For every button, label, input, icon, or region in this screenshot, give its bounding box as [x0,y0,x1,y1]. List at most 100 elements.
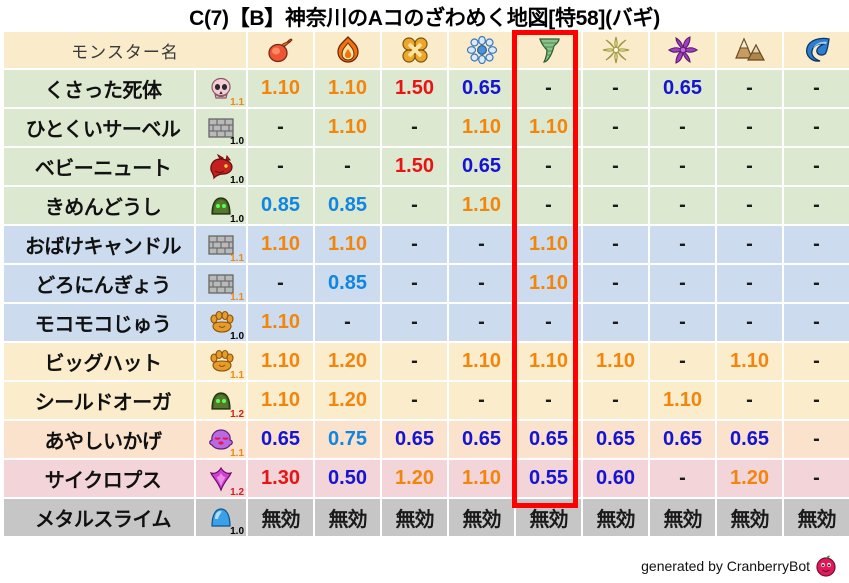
column-header-dark[interactable] [650,32,716,68]
resistance-cell: - [583,70,649,107]
resistance-cell: 0.65 [650,70,716,107]
table-row: きめんどうし 1.0 0.85 0.85-1.10- - - - - [4,187,849,225]
resistance-cell: - [650,226,716,263]
monster-version-label: 1.0 [230,175,245,186]
resistance-cell: 0.85 [248,187,314,224]
monster-icon-cell: 1.0 [196,304,247,342]
column-header-tornado[interactable] [516,32,582,68]
resistance-cell: - [382,265,448,302]
table-row: メタルスライム 1.0 無効 無効 無効 無効 無効 無効 無効 無効 無効 [4,499,849,537]
resistance-cell: - [784,226,849,263]
resistance-cell: - [583,265,649,302]
column-header-ice[interactable] [449,32,515,68]
resistance-table: モンスター名 [2,30,849,538]
resistance-cell: - [449,226,515,263]
resistance-cell: - [650,265,716,302]
resistance-cell: - [717,265,783,302]
resistance-cell: - [717,109,783,146]
resistance-cell: 1.10 [449,109,515,146]
resistance-cell: 無効 [650,499,716,536]
resistance-cell: - [784,343,849,380]
monster-icon-cell: 1.2 [196,460,247,498]
resistance-cell: - [315,148,381,185]
monster-name: きめんどうし [4,187,194,224]
monster-name: ベビーニュート [4,148,194,185]
table-row: シールドオーガ 1.2 1.10 1.20- - - -1.10- - [4,382,849,420]
resistance-cell: 0.60 [583,460,649,497]
resistance-cell: 無効 [315,499,381,536]
monster-version-label: 1.1 [230,370,245,381]
column-header-flame[interactable] [315,32,381,68]
water-icon [784,33,849,67]
monster-icon-cell: 1.1 [196,421,247,459]
resistance-cell: 1.50 [382,70,448,107]
light-icon [583,33,648,67]
skull-icon [196,72,246,106]
resistance-cell: - [784,148,849,185]
resistance-cell: - [784,187,849,224]
resistance-cell: - [516,187,582,224]
column-header-fireball[interactable] [248,32,314,68]
table-header-row: モンスター名 [4,32,849,68]
resistance-cell: - [650,343,716,380]
table-row: サイクロプス 1.2 1.30 0.50 1.20 1.10 0.55 0.60-1.20- [4,460,849,498]
resistance-cell: 0.65 [449,148,515,185]
fireball-icon [248,33,313,67]
resistance-cell: 無効 [382,499,448,536]
resistance-cell: 1.20 [315,382,381,419]
column-header-earth[interactable] [717,32,783,68]
column-header-explosion[interactable] [382,32,448,68]
resistance-cell: 0.65 [717,421,783,458]
resistance-cell: - [784,304,849,341]
resistance-cell: 1.10 [717,343,783,380]
resistance-cell: 1.10 [449,343,515,380]
resistance-cell: - [248,109,314,146]
resistance-cell: - [583,226,649,263]
resistance-cell: 1.10 [516,226,582,263]
resistance-cell: 0.65 [248,421,314,458]
monster-version-label: 1.0 [230,526,245,537]
monster-name: どろにんぎょう [4,265,194,302]
resistance-cell: - [650,304,716,341]
footer-credit: generated by CranberryBot [641,555,837,577]
dragon-icon [196,150,246,184]
dark-icon [650,33,715,67]
resistance-cell: - [382,343,448,380]
resistance-cell: - [717,148,783,185]
resistance-cell: 1.10 [248,382,314,419]
resistance-cell: 1.10 [449,460,515,497]
monster-name: サイクロプス [4,460,194,497]
paw-icon [196,345,246,379]
column-header-light[interactable] [583,32,649,68]
monster-icon-cell: 1.0 [196,187,247,225]
table-row: くさった死体 1.1 1.10 1.10 1.50 0.65- -0.65- - [4,70,849,108]
table-row: どろにんぎょう 1.1-0.85- -1.10- - - - [4,265,849,303]
table-row: ベビーニュート 1.0- -1.50 0.65- - - - - [4,148,849,186]
ghost-icon [196,423,246,457]
resistance-cell: - [449,382,515,419]
monster-name: おばけキャンドル [4,226,194,263]
resistance-cell: 無効 [583,499,649,536]
monster-icon-cell: 1.2 [196,382,247,420]
column-header-water[interactable] [784,32,849,68]
monster-version-label: 1.1 [230,292,245,303]
monster-version-label: 1.2 [230,409,245,420]
resistance-cell: 0.65 [449,421,515,458]
table-row: あやしいかげ 1.1 0.65 0.75 0.65 0.65 0.65 0.65 0.65 0.6… [4,421,849,459]
footer-text: generated by CranberryBot [641,558,810,574]
monster-icon-cell: 1.0 [196,109,247,147]
cranberry-slime-icon [815,555,837,577]
resistance-cell: 1.10 [248,304,314,341]
resistance-cell: - [516,148,582,185]
slime-icon [196,189,246,223]
page-title: C(7)【B】神奈川のAコのざわめく地図[特58](バギ) [189,7,660,30]
resistance-cell: 1.10 [315,109,381,146]
monster-icon-cell: 1.0 [196,499,247,537]
monster-version-label: 1.0 [230,331,245,342]
resistance-cell: - [784,382,849,419]
slime-icon [196,384,246,418]
resistance-cell: - [449,265,515,302]
resistance-cell: 0.75 [315,421,381,458]
resistance-cell: - [650,460,716,497]
table-body: くさった死体 1.1 1.10 1.10 1.50 0.65- -0.65- - ひとくいサーベ… [4,70,849,537]
